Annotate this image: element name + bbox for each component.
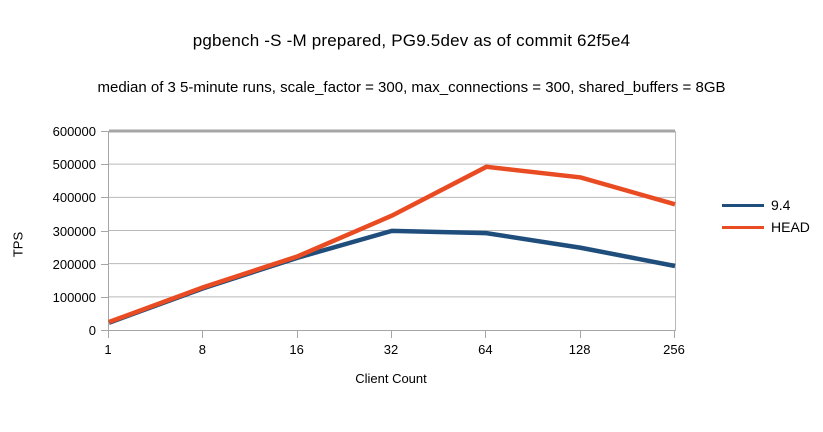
y-tick-mark [101, 131, 108, 132]
chart-subtitle: median of 3 5-minute runs, scale_factor … [97, 79, 726, 96]
x-tick-label: 8 [198, 342, 206, 357]
legend-label: 9.4 [771, 197, 791, 213]
legend-swatch-line [722, 225, 764, 229]
y-tick-mark [101, 330, 108, 331]
y-tick-label: 400000 [52, 190, 96, 206]
x-tick-mark [485, 331, 487, 338]
x-tick-label: 32 [383, 342, 399, 357]
y-tick-mark [101, 230, 108, 232]
x-tick-label: 64 [478, 342, 493, 357]
x-tick-mark [579, 331, 581, 338]
x-tick-label: 256 [663, 342, 685, 357]
y-tick-label: 500000 [52, 157, 96, 173]
plot-area [108, 129, 676, 331]
legend-item: 9.4 [722, 194, 810, 216]
x-tick-label: 16 [289, 342, 304, 357]
y-tick-mark [101, 296, 108, 298]
x-tick-label: 128 [568, 342, 591, 357]
y-tick-mark [101, 263, 108, 265]
legend-label: HEAD [771, 219, 810, 235]
series-line-9.4 [108, 228, 676, 325]
legend-swatch-line [722, 203, 764, 207]
series-line-HEAD [108, 164, 676, 325]
y-tick-label: 200000 [52, 256, 96, 272]
y-tick-mark [101, 197, 108, 199]
x-tick-mark [674, 331, 675, 338]
x-tick-mark [391, 331, 392, 338]
x-axis-title: Client Count [355, 371, 427, 386]
y-tick-label: 100000 [52, 289, 96, 305]
x-tick-mark [108, 331, 109, 338]
y-tick-label: 0 [88, 323, 96, 338]
x-tick-mark [296, 331, 298, 338]
chart-title: pgbench -S -M prepared, PG9.5dev as of c… [192, 31, 631, 50]
y-tick-label: 300000 [52, 223, 96, 239]
x-tick-mark [202, 331, 204, 338]
legend-item: HEAD [722, 216, 810, 238]
y-tick-label: 600000 [52, 124, 96, 139]
legend: 9.4 HEAD [722, 194, 810, 238]
y-tick-mark [101, 164, 108, 166]
x-tick-label: 1 [104, 342, 112, 357]
